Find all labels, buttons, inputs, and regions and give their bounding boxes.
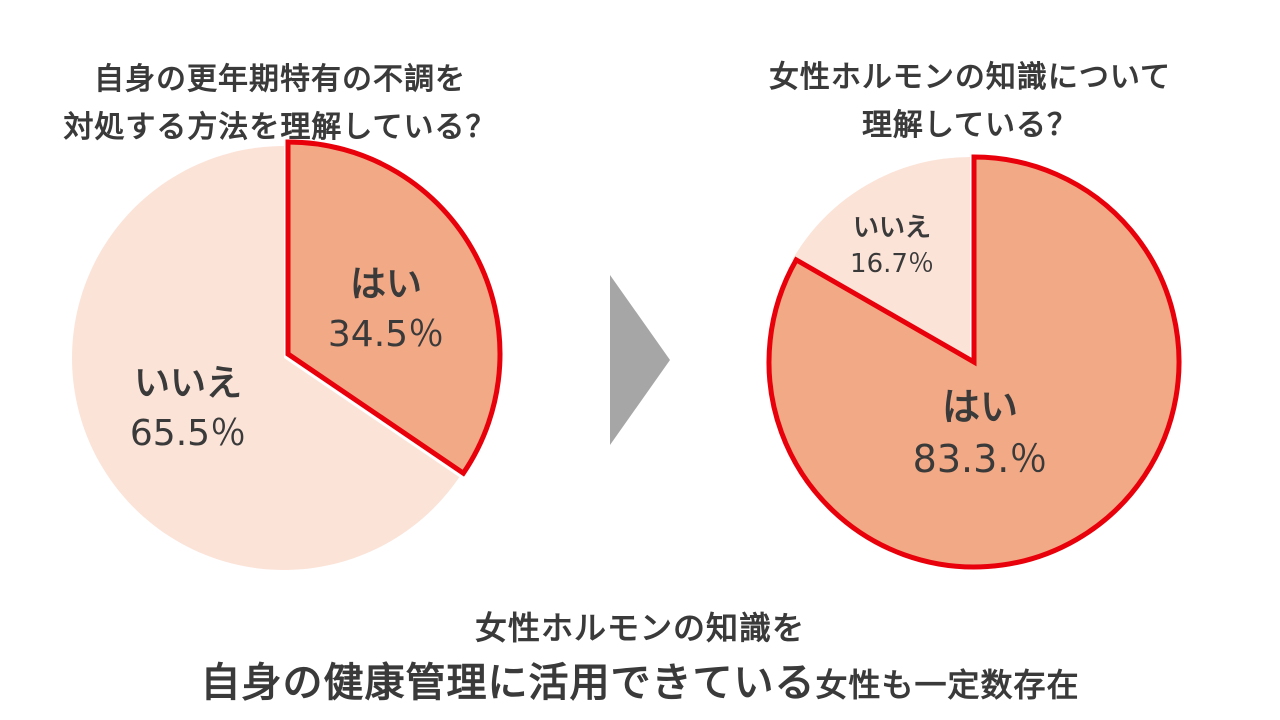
footer-line-2: 自身の健康管理に活用できている女性も一定数存在 [0, 650, 1280, 708]
slice-label-1-0: はい [942, 385, 1018, 429]
right-title-line-1: 女性ホルモンの知識について [768, 60, 1172, 95]
footer-line-2-tail: 女性も一定数存在 [815, 666, 1080, 704]
left-chart-title: 自身の更年期特有の不調を 対処する方法を理解している？ [30, 56, 530, 152]
left-pie-chart: はい 34.5％ いいえ 65.5％ [72, 139, 503, 570]
slice-yes-0 [285, 139, 503, 477]
slice-no-1 [792, 157, 970, 362]
right-title-line-2: 理解している？ [861, 108, 1079, 143]
slice-value-1-1: 16.7％ [850, 249, 934, 279]
slice-label-1-1: いいえ [853, 213, 931, 243]
right-chart-title: 女性ホルモンの知識について 理解している？ [670, 54, 1270, 150]
slice-no-0 [72, 146, 460, 570]
slice-value-1-0: 83.3.％ [913, 437, 1048, 481]
footer-line-2-main: 自身の健康管理に活用できている [200, 660, 816, 706]
slice-yes-1 [766, 154, 1182, 570]
right-pie-chart: はい 83.3.％ いいえ 16.7％ [766, 154, 1182, 570]
slice-label-0-0: はい [350, 264, 422, 305]
left-title-line-2: 対処する方法を理解している？ [63, 110, 497, 145]
footer-line-1: 女性ホルモンの知識を [474, 609, 805, 647]
arrow-right-icon [610, 275, 670, 445]
slice-value-0-0: 34.5％ [328, 314, 444, 355]
slice-label-0-1: いいえ [134, 363, 242, 404]
slice-value-0-1: 65.5％ [130, 413, 246, 454]
left-title-line-1: 自身の更年期特有の不調を [94, 62, 466, 97]
